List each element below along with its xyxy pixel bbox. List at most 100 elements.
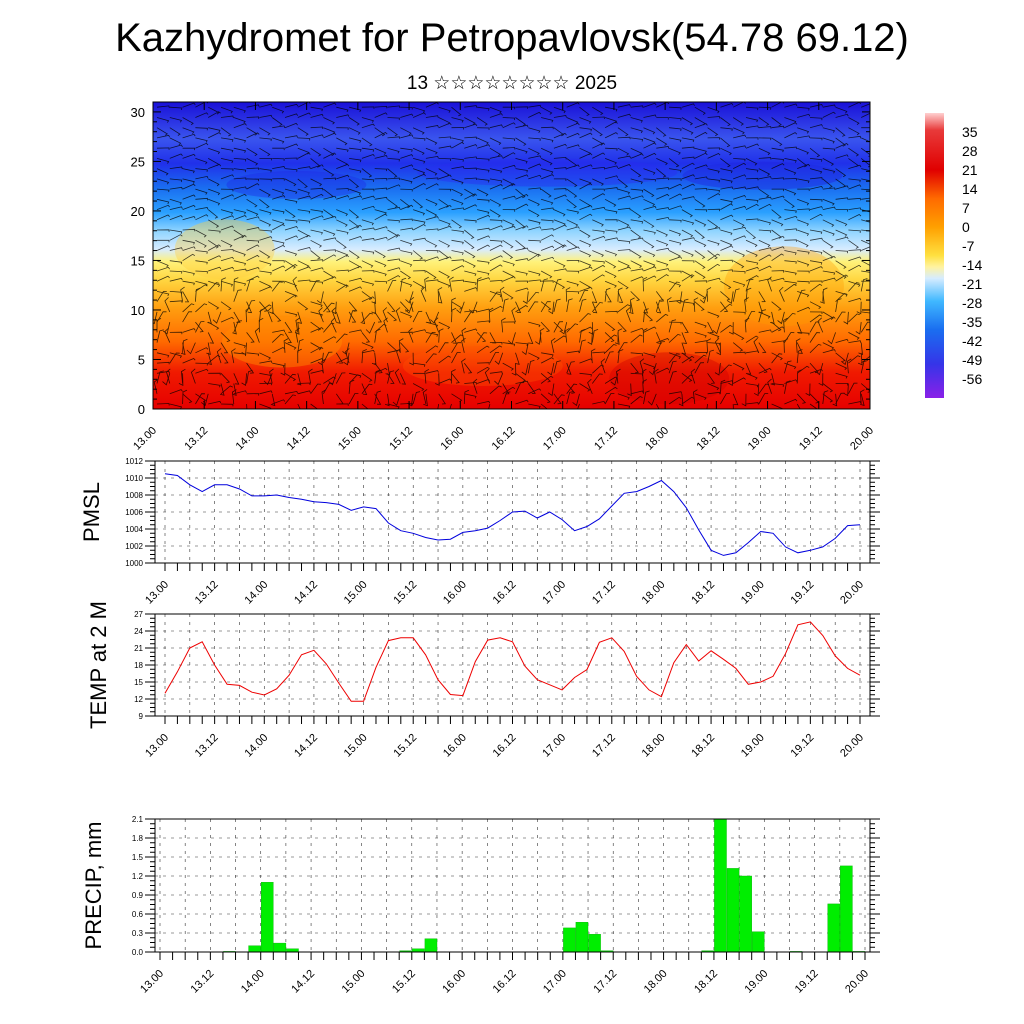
wind-barb xyxy=(310,134,324,139)
wind-barb xyxy=(284,250,298,257)
wind-barb xyxy=(254,327,260,343)
wind-barb xyxy=(617,104,631,108)
wind-barb xyxy=(476,345,490,354)
wind-barb xyxy=(169,352,180,364)
wind-barb xyxy=(630,334,643,343)
x-tick-label: 14.12 xyxy=(292,579,320,607)
wind-barb xyxy=(284,122,298,129)
wind-barb xyxy=(758,291,766,303)
wind-barb xyxy=(336,147,349,153)
wind-barb xyxy=(579,106,590,117)
wind-barb xyxy=(707,332,720,339)
wind-barb xyxy=(348,224,362,231)
wind-barb xyxy=(246,178,260,182)
wind-barb xyxy=(861,137,870,143)
wind-barb xyxy=(592,193,606,200)
y-tick-label: 21 xyxy=(134,644,143,653)
wind-barb xyxy=(272,280,285,284)
x-tick-label: 13.12 xyxy=(193,732,221,760)
wind-barb xyxy=(720,280,732,290)
wind-barb xyxy=(449,403,452,409)
wind-barb xyxy=(565,327,570,343)
wind-barb xyxy=(468,301,478,314)
wind-barb xyxy=(246,267,260,272)
wind-barb xyxy=(169,352,183,359)
wind-barb xyxy=(681,332,688,344)
wind-barb xyxy=(387,279,397,292)
wind-barb xyxy=(310,259,324,262)
wind-barb xyxy=(527,332,534,344)
wind-barb xyxy=(720,303,733,313)
wind-barb xyxy=(195,137,208,143)
wind-barb xyxy=(758,367,772,374)
wind-barb xyxy=(361,137,373,147)
wind-barb xyxy=(182,178,195,184)
wind-barb xyxy=(843,383,849,397)
precip-panel: 0.00.30.60.91.21.51.82.113.00 13.12 14.00 1… xyxy=(81,815,880,996)
wind-barb xyxy=(605,209,618,214)
x-tick-label: 19.00 xyxy=(746,425,774,453)
wind-barb xyxy=(336,219,348,227)
wind-barb xyxy=(655,341,666,353)
wind-barb xyxy=(617,321,627,332)
wind-barb xyxy=(180,286,185,302)
wind-barb xyxy=(323,237,337,241)
wind-barb xyxy=(502,195,516,200)
wind-barb xyxy=(579,205,593,210)
wind-barb xyxy=(182,280,195,286)
wind-barb xyxy=(438,280,451,288)
wind-barb xyxy=(809,213,823,221)
wind-barb xyxy=(797,135,811,139)
wind-barb xyxy=(336,114,350,118)
wind-barb xyxy=(528,198,540,207)
wind-barb xyxy=(758,203,772,210)
wind-barb xyxy=(630,219,644,224)
wind-barb xyxy=(577,403,580,409)
wind-barb xyxy=(630,195,644,200)
wind-barb xyxy=(630,276,644,282)
wind-barb xyxy=(604,351,614,364)
wind-barb xyxy=(861,112,870,118)
wind-barb xyxy=(528,250,540,258)
wind-barb xyxy=(438,219,451,226)
wind-barb xyxy=(348,195,363,200)
x-tick-label: 13.00 xyxy=(143,579,171,607)
wind-barb xyxy=(643,205,657,210)
wind-barb xyxy=(169,291,183,295)
wind-barb xyxy=(521,342,529,356)
wind-barb xyxy=(707,253,721,262)
wind-barb xyxy=(438,188,452,192)
colorbar-gradient xyxy=(925,113,944,398)
wind-barb xyxy=(323,152,337,159)
wind-barb xyxy=(195,393,206,405)
y-tick-label: 0.3 xyxy=(132,929,144,938)
wind-barb xyxy=(720,158,731,168)
wind-barb xyxy=(349,106,362,113)
wind-barb xyxy=(294,322,300,335)
wind-barb xyxy=(220,266,235,272)
wind-barb xyxy=(809,185,823,190)
wind-barb xyxy=(861,188,870,191)
wind-barb xyxy=(361,205,375,210)
wind-barb xyxy=(400,154,414,159)
wind-barb xyxy=(681,209,693,218)
wind-barb xyxy=(669,391,683,395)
wind-barb xyxy=(323,117,336,125)
wind-barb xyxy=(464,250,476,259)
wind-barb xyxy=(605,219,618,222)
wind-barb xyxy=(425,183,439,190)
wind-barb xyxy=(541,228,554,231)
wind-barb xyxy=(694,117,706,126)
wind-barb xyxy=(587,378,593,394)
wind-barb xyxy=(502,260,515,267)
wind-barb xyxy=(408,327,414,343)
wind-barb xyxy=(553,393,562,405)
wind-barb xyxy=(272,147,285,151)
series-line xyxy=(164,473,861,556)
wind-barb xyxy=(233,311,241,323)
wind-barb xyxy=(669,106,682,110)
wind-barb xyxy=(771,270,785,273)
wind-barb xyxy=(733,280,746,287)
colorbar-label: 0 xyxy=(962,219,970,235)
wind-barb xyxy=(720,186,734,190)
